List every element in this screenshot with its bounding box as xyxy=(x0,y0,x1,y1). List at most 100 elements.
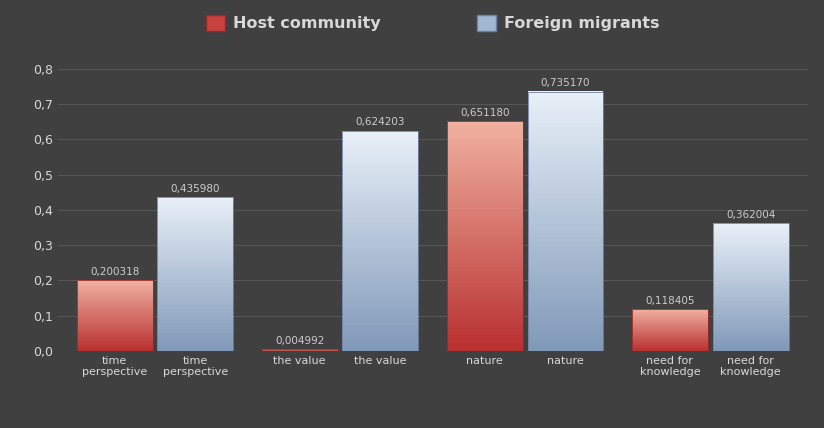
Bar xyxy=(77,297,152,298)
Bar xyxy=(527,294,603,295)
Bar xyxy=(713,306,789,308)
Bar xyxy=(157,334,233,336)
Bar xyxy=(343,232,419,233)
Bar xyxy=(343,210,419,211)
Bar xyxy=(157,348,233,349)
Bar xyxy=(447,239,522,241)
Bar xyxy=(632,348,708,349)
Bar xyxy=(527,125,603,127)
Bar xyxy=(632,310,708,311)
Bar xyxy=(632,343,708,344)
Bar xyxy=(713,324,789,325)
Bar xyxy=(527,154,603,155)
Text: 0,651180: 0,651180 xyxy=(460,108,509,118)
Bar xyxy=(447,278,522,280)
Bar xyxy=(447,335,522,336)
Bar xyxy=(157,283,233,284)
Bar xyxy=(527,108,603,110)
Bar xyxy=(713,307,789,308)
Bar xyxy=(527,140,603,141)
Bar xyxy=(713,296,789,297)
Bar xyxy=(447,259,522,260)
Bar xyxy=(157,226,233,227)
Bar xyxy=(527,226,603,228)
Bar xyxy=(343,198,419,199)
Bar xyxy=(343,196,419,198)
Bar xyxy=(343,158,419,160)
Bar xyxy=(157,308,233,309)
Bar xyxy=(343,285,419,286)
Bar xyxy=(447,283,522,284)
Bar xyxy=(77,338,152,339)
Bar xyxy=(632,316,708,317)
Bar xyxy=(713,337,789,338)
Bar xyxy=(447,347,522,349)
Bar xyxy=(447,263,522,265)
Bar xyxy=(157,267,233,268)
Bar xyxy=(77,338,152,339)
Bar xyxy=(447,174,522,175)
Bar xyxy=(632,347,708,348)
Bar xyxy=(77,286,152,287)
Bar xyxy=(713,350,789,351)
Bar xyxy=(527,128,603,129)
Bar xyxy=(713,255,789,256)
Bar xyxy=(447,228,522,229)
Bar xyxy=(713,280,789,282)
Bar xyxy=(713,339,789,340)
Bar xyxy=(632,314,708,315)
Bar xyxy=(713,323,789,324)
Bar xyxy=(447,155,522,157)
Bar xyxy=(157,302,233,303)
Bar xyxy=(157,239,233,240)
Bar xyxy=(343,229,419,231)
Bar xyxy=(713,287,789,288)
Bar xyxy=(447,224,522,226)
Bar xyxy=(632,319,708,320)
Bar xyxy=(157,225,233,226)
Bar xyxy=(77,309,152,310)
Bar xyxy=(343,330,419,331)
Bar xyxy=(527,178,603,180)
Bar xyxy=(447,254,522,256)
Bar xyxy=(713,223,789,224)
Bar xyxy=(343,300,419,301)
Bar xyxy=(343,306,419,307)
Bar xyxy=(157,321,233,322)
Bar xyxy=(77,290,152,291)
Bar xyxy=(77,326,152,327)
Bar xyxy=(157,319,233,320)
Bar xyxy=(447,129,522,131)
Bar xyxy=(713,309,789,310)
Bar xyxy=(157,222,233,223)
Bar xyxy=(343,231,419,232)
Bar xyxy=(157,203,233,204)
Bar xyxy=(77,302,152,303)
Bar xyxy=(527,173,603,175)
Bar xyxy=(527,145,603,146)
Bar xyxy=(157,270,233,272)
Bar xyxy=(713,258,789,259)
Bar xyxy=(713,245,789,247)
Bar xyxy=(713,237,789,238)
Bar xyxy=(77,307,152,308)
Bar xyxy=(527,161,603,163)
Bar xyxy=(77,306,152,307)
Bar xyxy=(713,230,789,231)
Bar xyxy=(343,137,419,139)
Bar xyxy=(157,238,233,239)
Bar xyxy=(447,330,522,331)
Bar xyxy=(713,244,789,245)
Bar xyxy=(77,327,152,328)
Bar xyxy=(157,303,233,304)
Bar xyxy=(157,209,233,210)
Bar xyxy=(447,317,522,319)
Bar xyxy=(447,299,522,300)
Bar xyxy=(527,308,603,309)
Bar xyxy=(447,169,522,171)
Bar xyxy=(713,284,789,285)
Bar xyxy=(343,337,419,339)
Bar xyxy=(343,335,419,337)
Bar xyxy=(713,278,789,279)
Bar xyxy=(77,325,152,326)
